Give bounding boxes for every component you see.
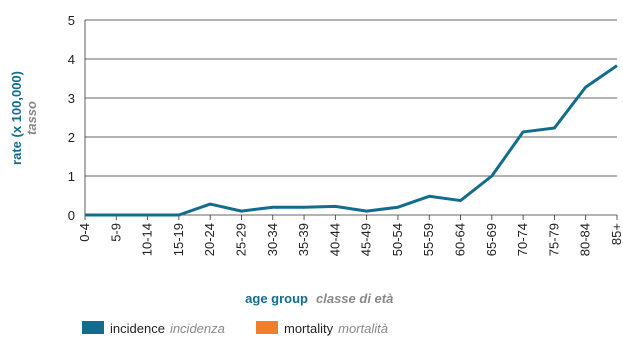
legend-name-it: incidenza xyxy=(170,321,225,336)
x-tick-label: 75-79 xyxy=(546,223,561,256)
x-tick-label: 0-4 xyxy=(77,223,92,242)
legend-swatch xyxy=(256,321,278,334)
x-tick-label: 40-44 xyxy=(327,223,342,256)
x-label: age group xyxy=(245,291,308,306)
x-tick-label: 55-59 xyxy=(421,223,436,256)
legend-name-it: mortalità xyxy=(338,321,388,336)
x-tick-label: 45-49 xyxy=(359,223,374,256)
x-tick-label: 15-19 xyxy=(171,223,186,256)
y-tick-label: 0 xyxy=(68,208,75,223)
x-tick-label: 5-9 xyxy=(108,223,123,242)
legend-label: incidence incidenza xyxy=(110,321,225,336)
x-tick-label: 30-34 xyxy=(265,223,280,256)
legend-name: incidence xyxy=(110,321,165,336)
legend-swatch xyxy=(82,321,104,334)
y-label-it: tasso xyxy=(24,101,39,135)
legend-label: mortality mortalità xyxy=(284,321,388,336)
x-label-it: classe di età xyxy=(316,291,393,306)
x-tick-label: 70-74 xyxy=(515,223,530,256)
y-label: rate (x 100,000) xyxy=(9,71,24,165)
x-tick-label: 25-29 xyxy=(233,223,248,256)
y-tick-label: 4 xyxy=(68,52,75,67)
y-tick-label: 5 xyxy=(68,13,75,28)
x-tick-label: 65-69 xyxy=(484,223,499,256)
y-tick-label: 1 xyxy=(68,169,75,184)
x-tick-label: 50-54 xyxy=(390,223,405,256)
x-tick-label: 85+ xyxy=(609,223,623,245)
y-tick-label: 2 xyxy=(68,130,75,145)
y-tick-label: 3 xyxy=(68,91,75,106)
series-line xyxy=(85,64,618,217)
x-tick-label: 20-24 xyxy=(202,223,217,256)
x-tick-label: 35-39 xyxy=(296,223,311,256)
x-tick-label: 60-64 xyxy=(453,223,468,256)
x-tick-label: 80-84 xyxy=(578,223,593,256)
legend-name: mortality xyxy=(284,321,334,336)
x-tick-label: 10-14 xyxy=(140,223,155,256)
